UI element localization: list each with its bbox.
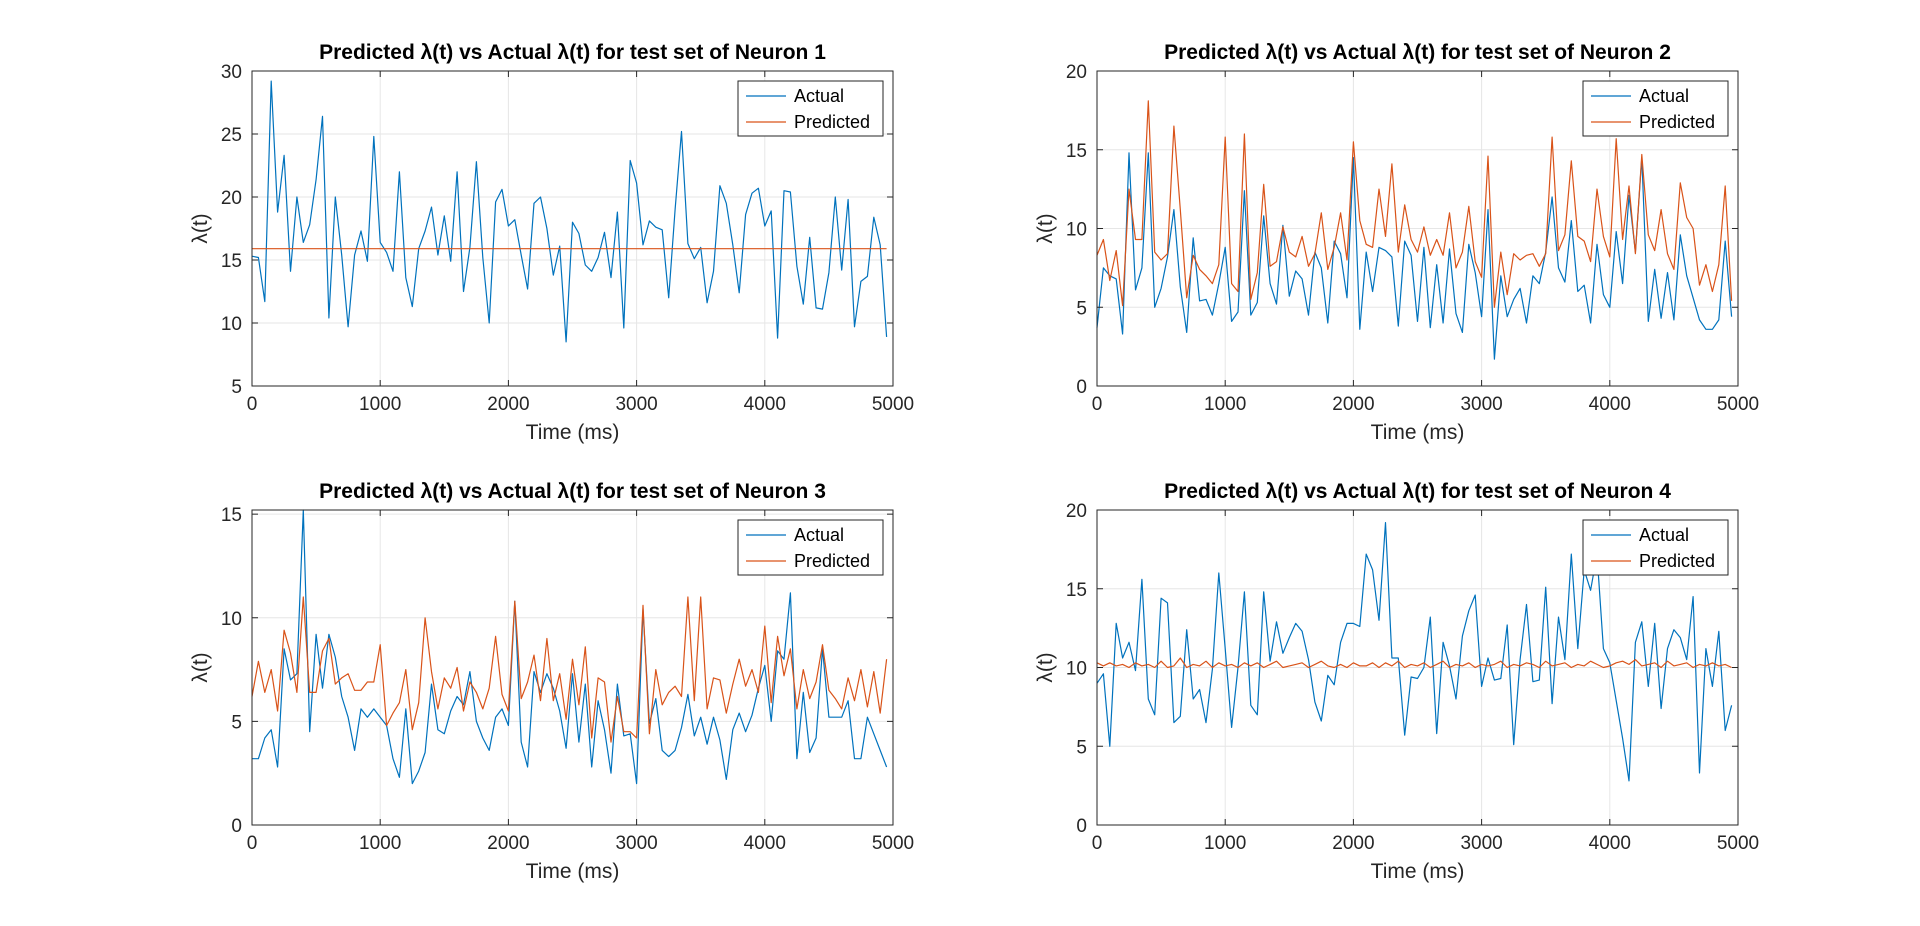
legend-box [737,80,884,137]
chart-title: Predicted λ(t) vs Actual λ(t) for test s… [319,480,826,503]
legend-label-actual: Actual [794,525,844,545]
y-axis-label: λ(t) [189,213,212,243]
legend: Actual Predicted [1582,80,1729,137]
x-tick-label: 3000 [615,394,657,415]
x-tick-label: 4000 [1589,833,1631,854]
y-axis-label: λ(t) [1034,213,1057,243]
legend: Actual Predicted [737,519,884,576]
y-tick-label: 0 [231,816,242,837]
y-tick-label: 15 [221,505,242,526]
y-tick-label: 0 [1076,816,1087,837]
axes-box [251,509,894,826]
x-tick-label: 0 [247,394,258,415]
x-tick-label: 1000 [1204,833,1246,854]
x-tick-label: 0 [1092,833,1103,854]
y-axis-label: λ(t) [1034,652,1057,682]
y-tick-label: 25 [221,125,242,146]
y-tick-label: 5 [231,712,242,733]
legend-label-actual: Actual [794,86,844,106]
series-line-actual [1096,152,1733,360]
x-tick-label: 4000 [744,394,786,415]
y-tick-label: 5 [1076,737,1087,758]
y-axis-label: λ(t) [189,652,212,682]
y-tick-label: 30 [221,62,242,83]
x-tick-label: 1000 [1204,394,1246,415]
chart-title: Predicted λ(t) vs Actual λ(t) for test s… [1164,480,1671,503]
y-tick-label: 10 [221,314,242,335]
series-line-predicted [1096,657,1732,669]
series-line-actual [251,80,888,343]
legend-label-predicted: Predicted [794,551,870,571]
chart-title: Predicted λ(t) vs Actual λ(t) for test s… [1164,41,1671,64]
x-tick-label: 4000 [744,833,786,854]
x-tick-label: 5000 [1717,394,1759,415]
x-tick-label: 0 [247,833,258,854]
x-tick-label: 5000 [872,394,914,415]
x-tick-label: 2000 [1332,833,1374,854]
x-tick-label: 3000 [615,833,657,854]
x-axis-label: Time (ms) [1371,860,1465,883]
legend-label-predicted: Predicted [794,112,870,132]
legend-box [737,519,884,576]
x-axis-label: Time (ms) [526,860,620,883]
y-tick-label: 20 [221,188,242,209]
x-tick-label: 3000 [1460,394,1502,415]
y-tick-label: 0 [1076,377,1087,398]
y-tick-label: 15 [1066,580,1087,601]
x-axis-label: Time (ms) [1371,421,1465,444]
x-tick-label: 5000 [1717,833,1759,854]
y-tick-label: 10 [1066,659,1087,680]
x-tick-label: 2000 [487,833,529,854]
y-tick-label: 10 [221,609,242,630]
y-tick-label: 5 [231,377,242,398]
series-line-predicted [1096,100,1733,308]
chart-panel-2: 0 1000 2000 3000 4000 5000 0 5 10 15 20 Predicted λ… [1034,41,1759,444]
x-tick-label: 2000 [1332,394,1374,415]
chart-panel-3: 0 1000 2000 3000 4000 5000 0 5 10 15 Predicted λ(t… [189,480,914,883]
x-axis-label: Time (ms) [526,421,620,444]
x-tick-label: 0 [1092,394,1103,415]
legend-label-actual: Actual [1639,86,1689,106]
x-tick-label: 5000 [872,833,914,854]
legend-box [1582,80,1729,137]
x-tick-label: 2000 [487,394,529,415]
legend-label-predicted: Predicted [1639,112,1715,132]
x-tick-label: 4000 [1589,394,1631,415]
chart-title: Predicted λ(t) vs Actual λ(t) for test s… [319,41,826,64]
y-tick-label: 20 [1066,501,1087,522]
legend: Actual Predicted [1582,519,1729,576]
y-tick-label: 5 [1076,298,1087,319]
y-tick-label: 20 [1066,62,1087,83]
legend: Actual Predicted [737,80,884,137]
legend-box [1582,519,1729,576]
x-tick-label: 3000 [1460,833,1502,854]
chart-panel-1: 0 1000 2000 3000 4000 5000 5 10 15 20 25 30 Predicte… [189,41,914,444]
y-tick-label: 15 [221,251,242,272]
x-tick-label: 1000 [359,833,401,854]
legend-label-predicted: Predicted [1639,551,1715,571]
series-line-predicted [251,596,888,743]
y-tick-label: 15 [1066,141,1087,162]
chart-panel-4: 0 1000 2000 3000 4000 5000 0 5 10 15 20 Predicted λ… [1034,480,1759,883]
x-tick-label: 1000 [359,394,401,415]
axes-box [251,70,894,387]
legend-label-actual: Actual [1639,525,1689,545]
y-tick-label: 10 [1066,220,1087,241]
series-line-actual [1096,522,1733,782]
